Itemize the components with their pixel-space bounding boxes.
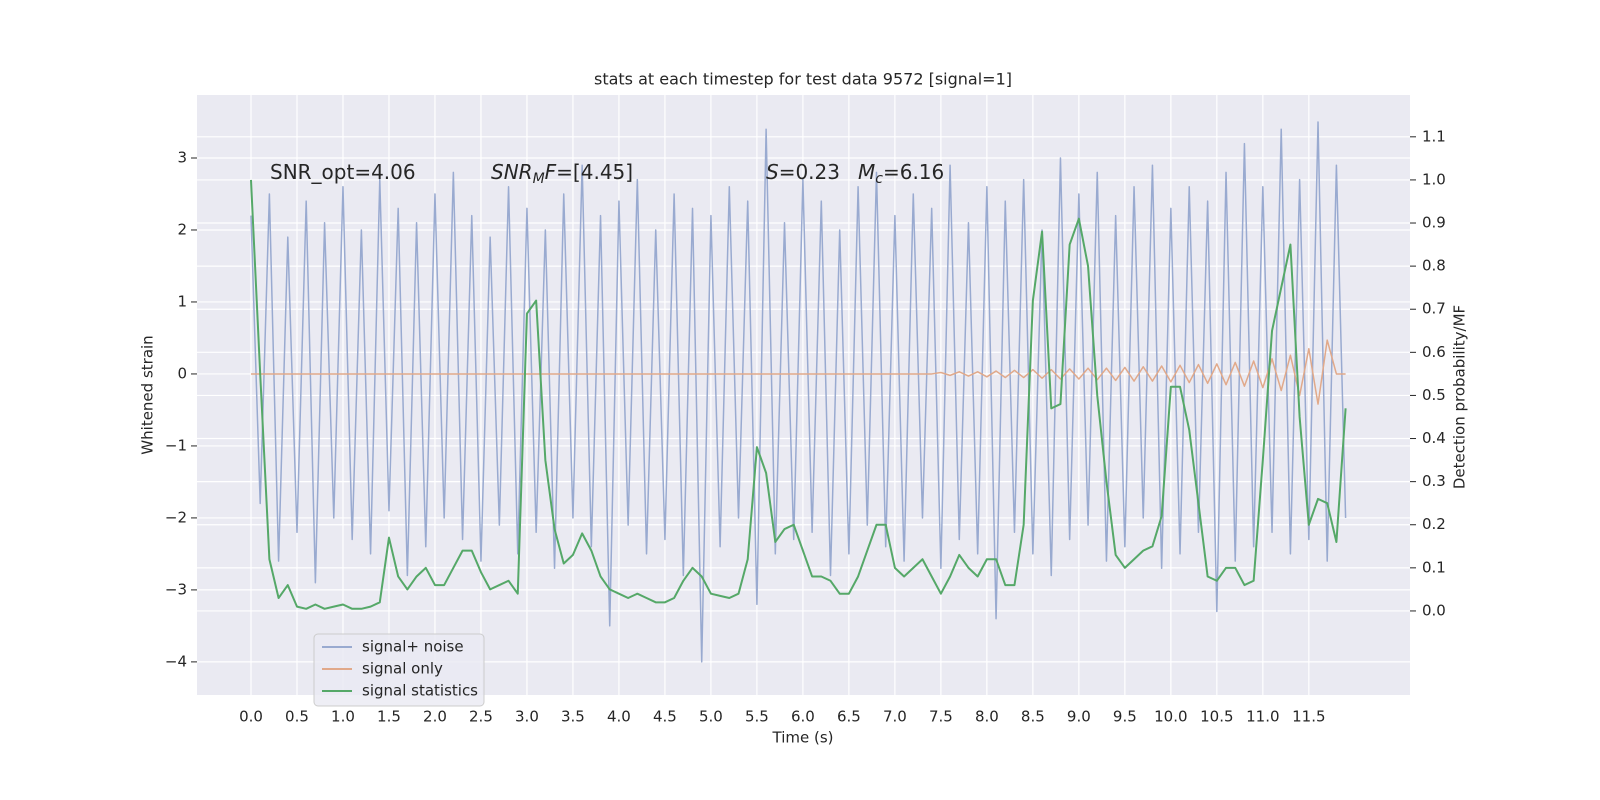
x-tick-label: 0.0 [239, 708, 263, 726]
annotation-part: SNR_opt=4.06 [270, 160, 416, 184]
y2-tick-label: 0.6 [1422, 343, 1446, 361]
x-tick-label: 9.0 [1067, 708, 1091, 726]
x-tick-label: 3.0 [515, 708, 539, 726]
y-tick-label: 2 [177, 220, 187, 238]
annotation: SNRMF=[4.45] [491, 160, 633, 188]
x-tick-label: 1.0 [331, 708, 355, 726]
annotation-part: M [533, 171, 545, 187]
x-axis-label: Time (s) [772, 729, 834, 747]
y2-tick-label: 0.9 [1422, 214, 1446, 232]
annotation: S=0.23 [766, 160, 840, 184]
y2-axis-label: Detection probability/MF [1451, 305, 1469, 489]
y2-tick-label: 0.1 [1422, 558, 1446, 576]
x-tick-label: 11.5 [1292, 708, 1325, 726]
series-line [250, 339, 1346, 405]
x-tick-label: 9.5 [1113, 708, 1137, 726]
y-axis-label: Whitened strain [139, 335, 157, 454]
y2-tick-label: 1.0 [1422, 170, 1446, 188]
y-tick-label: −4 [165, 652, 187, 670]
y2-tick-label: 0.0 [1422, 601, 1446, 619]
x-tick-label: 10.0 [1154, 708, 1187, 726]
y2-tick-label: 0.5 [1422, 386, 1446, 404]
annotation-part: =0.23 [779, 160, 840, 184]
series-line [249, 179, 1347, 610]
x-tick-label: 8.5 [1021, 708, 1045, 726]
annotation-part: =6.16 [883, 160, 944, 184]
x-tick-label: 4.0 [607, 708, 631, 726]
y2-tick-label: 0.2 [1422, 515, 1446, 533]
annotation: SNR_opt=4.06 [270, 160, 416, 184]
annotation-part: SNR [491, 160, 533, 184]
chart-title: stats at each timestep for test data 957… [594, 70, 1012, 89]
legend-label: signal only [362, 660, 443, 678]
x-tick-label: 6.5 [837, 708, 861, 726]
annotation-part: M [858, 160, 875, 184]
y-tick-label: −1 [165, 436, 187, 454]
x-tick-label: 2.5 [469, 708, 493, 726]
x-tick-label: 8.0 [975, 708, 999, 726]
annotation-part: =[4.45] [556, 160, 633, 184]
x-tick-label: 2.0 [423, 708, 447, 726]
y-tick-label: 1 [177, 292, 187, 310]
y2-tick-label: 0.7 [1422, 300, 1446, 318]
annotation-part: S [766, 160, 779, 184]
y2-tick-label: 0.3 [1422, 472, 1446, 490]
x-tick-label: 3.5 [561, 708, 585, 726]
x-tick-label: 11.0 [1246, 708, 1279, 726]
x-tick-label: 0.5 [285, 708, 309, 726]
legend-label: signal+ noise [362, 638, 464, 656]
y-tick-label: 3 [177, 148, 187, 166]
annotation: Mc=6.16 [858, 160, 944, 188]
y2-tick-label: 0.4 [1422, 429, 1446, 447]
x-tick-label: 7.0 [883, 708, 907, 726]
x-tick-label: 7.5 [929, 708, 953, 726]
legend-label: signal statistics [362, 682, 478, 700]
legend: signal+ noise signal only signal statistic… [313, 633, 485, 707]
x-tick-label: 6.0 [791, 708, 815, 726]
x-tick-label: 5.5 [745, 708, 769, 726]
y2-tick-label: 0.8 [1422, 257, 1446, 275]
x-tick-label: 4.5 [653, 708, 677, 726]
x-tick-label: 1.5 [377, 708, 401, 726]
y-tick-label: −2 [165, 508, 187, 526]
x-tick-label: 10.5 [1200, 708, 1233, 726]
annotation-part: c [875, 171, 883, 187]
y2-tick-label: 1.1 [1422, 127, 1446, 145]
x-tick-label: 5.0 [699, 708, 723, 726]
annotation-part: F [545, 160, 557, 184]
y-tick-label: −3 [165, 580, 187, 598]
y-tick-label: 0 [177, 364, 187, 382]
legend-box [313, 633, 485, 707]
